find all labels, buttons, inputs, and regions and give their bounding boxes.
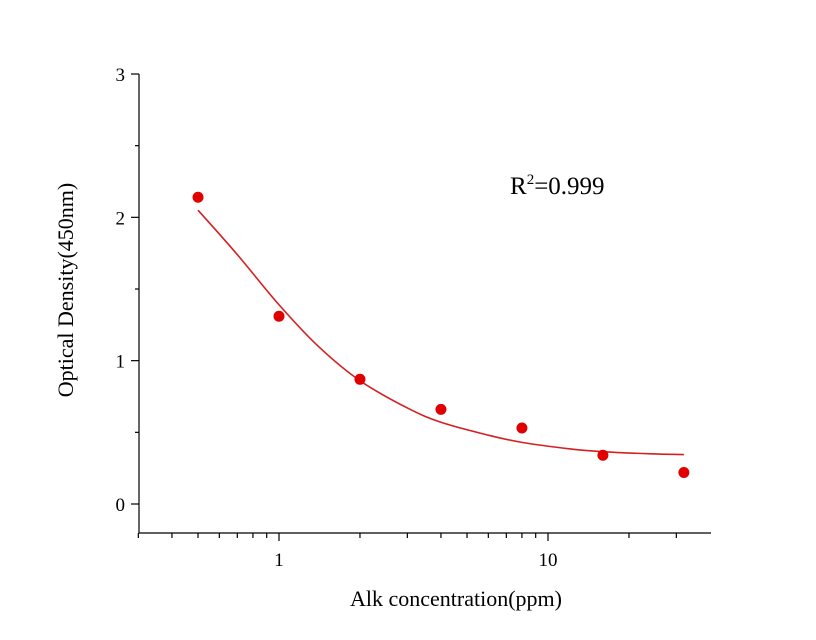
r-squared-annotation: R2=0.999 (510, 172, 605, 200)
y-tick-label: 1 (116, 352, 126, 373)
y-tick-label: 2 (116, 208, 126, 229)
axes (138, 74, 711, 534)
x-tick-label: 1 (274, 550, 284, 571)
y-axis-title: Optical Density(450nm) (53, 183, 78, 397)
data-points (192, 191, 690, 478)
x-tick-label: 10 (539, 550, 558, 571)
data-point (516, 422, 528, 434)
data-point (273, 310, 285, 322)
data-point (354, 373, 366, 385)
x-axis-title: Alk concentration(ppm) (350, 586, 562, 611)
r-squared-value: =0.999 (534, 173, 604, 200)
y-tick-label: 3 (116, 65, 126, 86)
r-squared-superscript: 2 (527, 172, 535, 188)
x-ticks: 1 10 (137, 533, 677, 571)
data-point (597, 449, 609, 461)
r-squared-base: R (510, 173, 527, 200)
y-tick-label: 0 (116, 495, 126, 516)
data-point (192, 191, 204, 203)
data-point (435, 403, 447, 415)
fit-curve (197, 209, 684, 456)
data-point (678, 466, 690, 478)
y-ticks: 0 1 2 3 (116, 65, 139, 516)
